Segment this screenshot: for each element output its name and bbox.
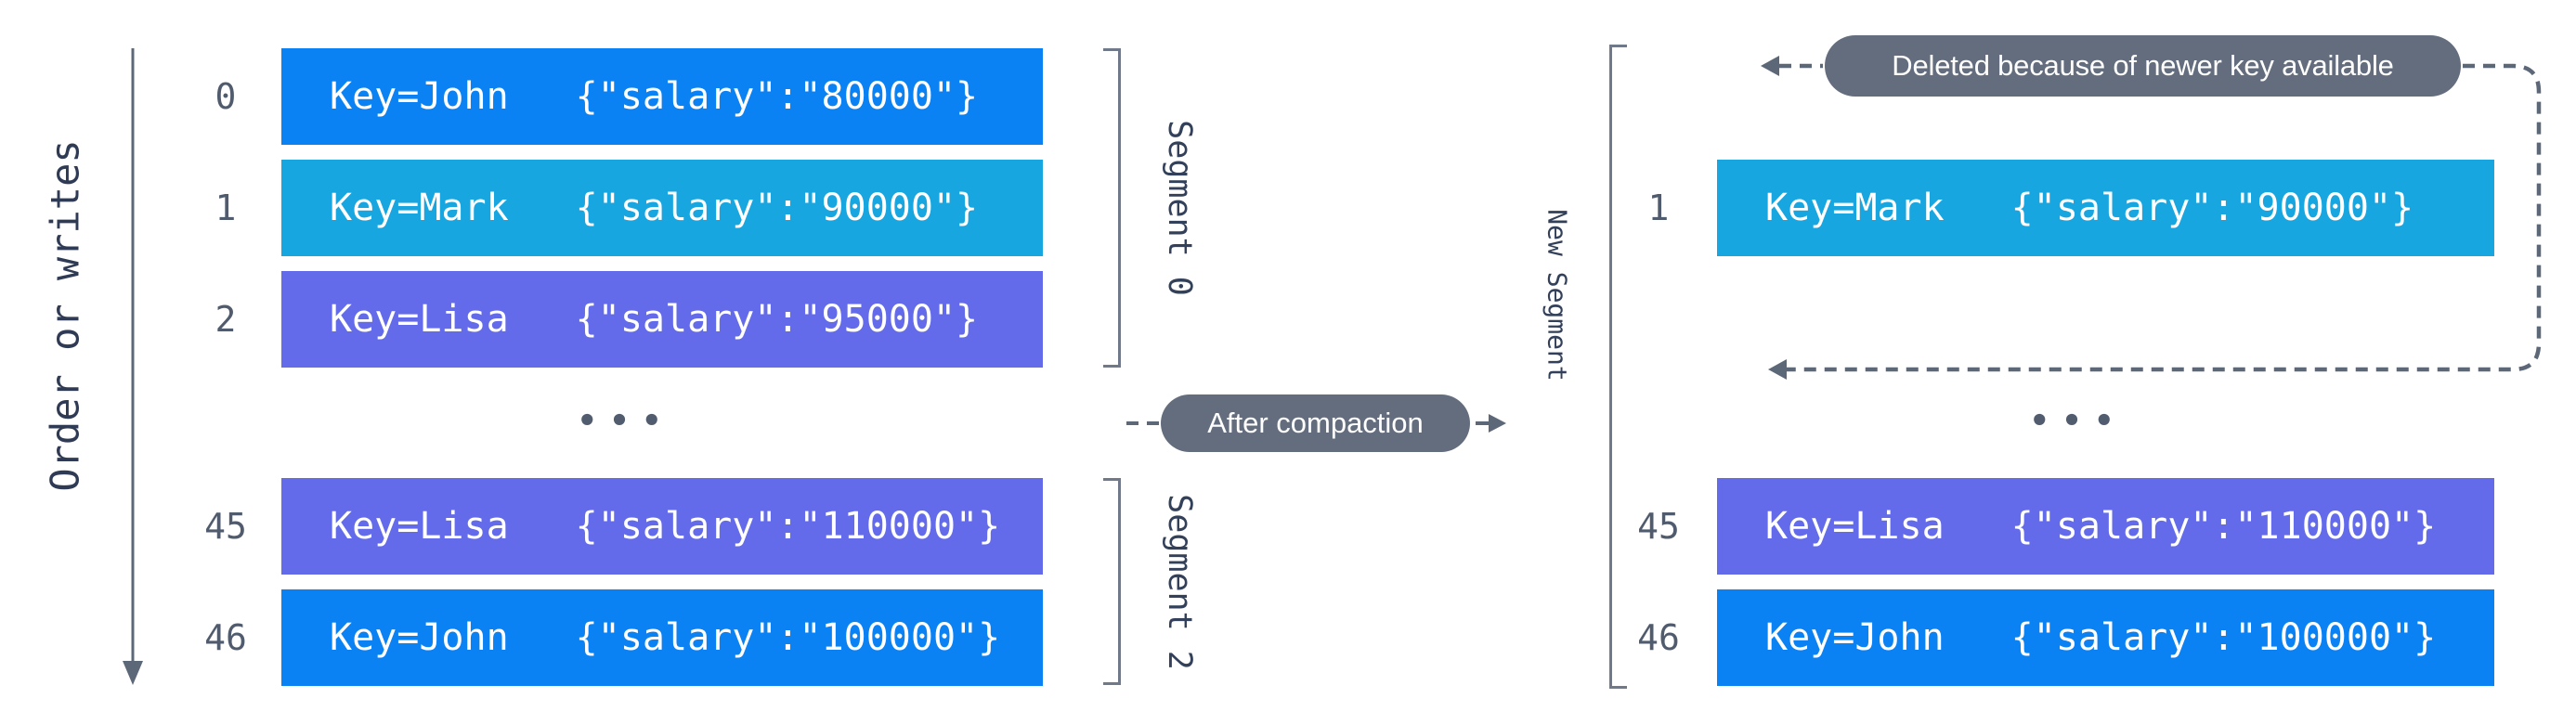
log-record: Key=Lisa {"salary":"110000"} bbox=[281, 478, 1043, 575]
log-record: Key=Lisa {"salary":"95000"} bbox=[281, 271, 1043, 368]
record-value: {"salary":"110000"} bbox=[575, 505, 1001, 548]
record-value: {"salary":"110000"} bbox=[2010, 505, 2437, 548]
record-index: 2 bbox=[215, 299, 237, 340]
after-compaction-badge: After compaction bbox=[1161, 394, 1470, 452]
log-record: Key=John {"salary":"100000"} bbox=[1717, 589, 2494, 686]
record-index: 1 bbox=[1647, 187, 1670, 228]
new-segment-label: New Segment bbox=[1542, 209, 1573, 381]
segment2-label: Segment 2 bbox=[1161, 494, 1198, 670]
record-key: Key=Lisa bbox=[1765, 505, 1945, 548]
record-key: Key=Lisa bbox=[330, 505, 509, 548]
log-record: Key=Mark {"salary":"90000"} bbox=[1717, 160, 2494, 256]
log-record: Key=Mark {"salary":"90000"} bbox=[281, 160, 1043, 256]
record-value: {"salary":"90000"} bbox=[2010, 187, 2414, 229]
record-key: Key=John bbox=[330, 616, 509, 659]
log-record: Key=Lisa {"salary":"110000"} bbox=[1717, 478, 2494, 575]
segment0-label: Segment 0 bbox=[1161, 120, 1198, 296]
right-ellipsis: ••• bbox=[2027, 397, 2126, 444]
write-order-arrowhead-icon bbox=[123, 661, 143, 685]
deleted-loop-arrowhead-icon bbox=[1768, 359, 1787, 380]
record-index: 45 bbox=[204, 506, 247, 547]
record-key: Key=John bbox=[1765, 616, 1945, 659]
log-record: Key=John {"salary":"100000"} bbox=[281, 589, 1043, 686]
deleted-key-badge: Deleted because of newer key available bbox=[1825, 35, 2461, 97]
record-value: {"salary":"100000"} bbox=[2010, 616, 2437, 659]
log-record: Key=John {"salary":"80000"} bbox=[281, 48, 1043, 145]
record-value: {"salary":"100000"} bbox=[575, 616, 1001, 659]
write-order-axis-label: Order or writes bbox=[42, 139, 88, 492]
segment2-bracket bbox=[1103, 478, 1121, 685]
compaction-arrowhead-icon bbox=[1489, 414, 1506, 433]
record-index: 1 bbox=[215, 187, 237, 228]
record-index: 0 bbox=[215, 76, 237, 117]
record-value: {"salary":"95000"} bbox=[575, 298, 979, 341]
deleted-left-arrowhead-icon bbox=[1761, 56, 1779, 76]
record-key: Key=Lisa bbox=[330, 298, 509, 341]
record-value: {"salary":"90000"} bbox=[575, 187, 979, 229]
record-index: 45 bbox=[1637, 506, 1680, 547]
record-key: Key=Mark bbox=[330, 187, 509, 229]
record-value: {"salary":"80000"} bbox=[575, 75, 979, 118]
segment0-bracket bbox=[1103, 48, 1121, 368]
record-index: 46 bbox=[1637, 617, 1680, 658]
left-ellipsis: ••• bbox=[575, 397, 673, 444]
record-key: Key=Mark bbox=[1765, 187, 1945, 229]
new-segment-bracket bbox=[1609, 45, 1627, 689]
record-key: Key=John bbox=[330, 75, 509, 118]
record-index: 46 bbox=[204, 617, 247, 658]
